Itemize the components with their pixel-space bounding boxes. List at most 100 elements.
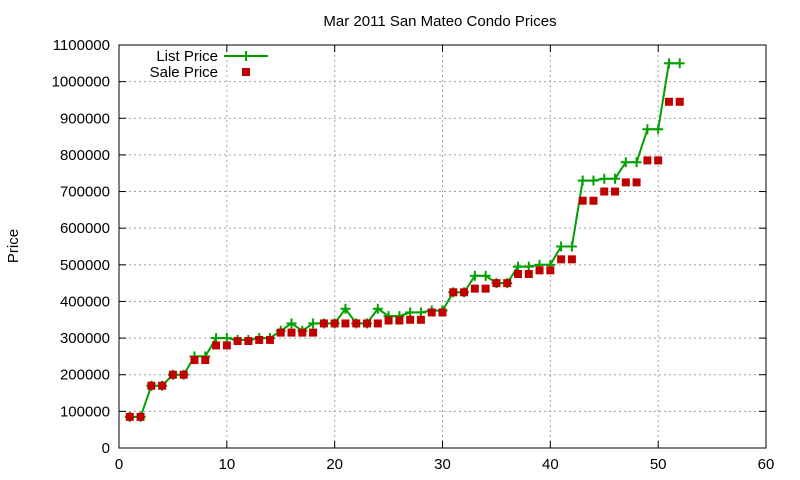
y-tick-label: 200000 xyxy=(60,367,110,384)
list-price-point xyxy=(642,124,653,135)
plot-series xyxy=(124,58,685,422)
y-tick-label: 900000 xyxy=(60,110,110,127)
y-tick-label: 300000 xyxy=(60,330,110,347)
sale-price-point xyxy=(179,370,188,379)
sale-price-point xyxy=(600,187,609,196)
sale-price-point xyxy=(535,266,544,275)
x-tick-label: 30 xyxy=(434,456,451,473)
legend: List Price Sale Price xyxy=(150,48,268,81)
sale-price-point xyxy=(503,279,512,288)
sale-price-point xyxy=(664,97,673,106)
list-price-point xyxy=(663,58,674,69)
sale-price-point xyxy=(265,335,274,344)
sale-price-point xyxy=(190,356,199,365)
sale-price-point xyxy=(567,255,576,264)
sale-price-point xyxy=(276,328,285,337)
y-tick-label: 1000000 xyxy=(52,74,110,91)
sale-price-point xyxy=(373,319,382,328)
sale-price-point xyxy=(675,97,684,106)
list-price-point xyxy=(469,270,480,281)
sale-price-point xyxy=(513,269,522,278)
y-tick-label: 500000 xyxy=(60,257,110,274)
sale-price-point xyxy=(611,187,620,196)
sale-price-point xyxy=(255,335,264,344)
sale-price-point xyxy=(136,412,145,421)
sale-price-point xyxy=(481,284,490,293)
list-price-point xyxy=(620,157,631,168)
sale-price-point xyxy=(363,319,372,328)
sale-price-point xyxy=(384,316,393,325)
x-tick-label: 0 xyxy=(115,456,123,473)
sale-price-point xyxy=(406,315,415,324)
sale-price-point xyxy=(492,279,501,288)
list-price-point xyxy=(577,175,588,186)
sale-price-point xyxy=(395,316,404,325)
x-tick-label: 20 xyxy=(326,456,343,473)
sale-price-point xyxy=(168,370,177,379)
sale-price-point xyxy=(233,337,242,346)
legend-label-list-price: List Price xyxy=(156,48,218,65)
sale-price-point xyxy=(427,308,436,317)
sale-price-point xyxy=(147,381,156,390)
x-tick-label: 40 xyxy=(542,456,559,473)
sale-price-point xyxy=(298,328,307,337)
sale-price-point xyxy=(449,288,458,297)
sale-price-point xyxy=(460,288,469,297)
sale-price-point xyxy=(524,269,533,278)
sale-price-point xyxy=(330,319,339,328)
y-tick-label: 700000 xyxy=(60,184,110,201)
sale-price-point xyxy=(158,381,167,390)
sale-price-point xyxy=(557,255,566,264)
list-price-point xyxy=(653,124,664,135)
y-tick-label: 800000 xyxy=(60,147,110,164)
sale-price-point xyxy=(341,319,350,328)
y-tick-label: 600000 xyxy=(60,220,110,237)
sale-price-point xyxy=(201,356,210,365)
list-price-point xyxy=(556,241,567,252)
grid xyxy=(119,45,766,448)
y-axis-label: Price xyxy=(5,229,22,263)
y-tick-label: 1100000 xyxy=(53,37,110,54)
legend-label-sale-price: Sale Price xyxy=(150,64,218,81)
sale-price-point xyxy=(352,319,361,328)
sale-price-point xyxy=(212,341,221,350)
list-price-point xyxy=(480,270,491,281)
axes: 0 100000 200000 300000 400000 500000 600000 700… xyxy=(52,37,775,473)
chart-title: Mar 2011 San Mateo Condo Prices xyxy=(323,13,556,30)
sale-price-point xyxy=(589,196,598,205)
x-tick-label: 60 xyxy=(758,456,775,473)
sale-price-point xyxy=(546,266,555,275)
sale-price-point xyxy=(125,412,134,421)
list-price-point xyxy=(308,318,319,329)
sale-price-point xyxy=(654,156,663,165)
sale-price-point xyxy=(438,308,447,317)
sale-price-point xyxy=(319,319,328,328)
sale-price-point xyxy=(309,328,318,337)
sale-price-point xyxy=(287,328,296,337)
sale-price-point xyxy=(222,341,231,350)
sale-price-point xyxy=(470,284,479,293)
list-price-line xyxy=(129,62,680,418)
sale-price-point xyxy=(416,315,425,324)
sale-price-point xyxy=(578,196,587,205)
list-price-point xyxy=(631,157,642,168)
list-price-point xyxy=(286,318,297,329)
legend-key-sale-price-marker xyxy=(242,68,250,76)
sale-price-point xyxy=(244,337,253,346)
list-price-point xyxy=(599,173,610,184)
list-price-point xyxy=(588,175,599,186)
y-tick-label: 0 xyxy=(102,440,110,457)
list-price-point xyxy=(674,58,685,69)
list-price-point xyxy=(566,241,577,252)
sale-price-point xyxy=(643,156,652,165)
y-tick-label: 400000 xyxy=(60,293,110,310)
x-tick-label: 50 xyxy=(650,456,667,473)
list-price-point xyxy=(372,303,383,314)
y-tick-label: 100000 xyxy=(60,403,110,420)
sale-price-point xyxy=(621,178,630,187)
list-price-point xyxy=(610,173,621,184)
x-tick-label: 10 xyxy=(218,456,235,473)
sale-price-point xyxy=(632,178,641,187)
